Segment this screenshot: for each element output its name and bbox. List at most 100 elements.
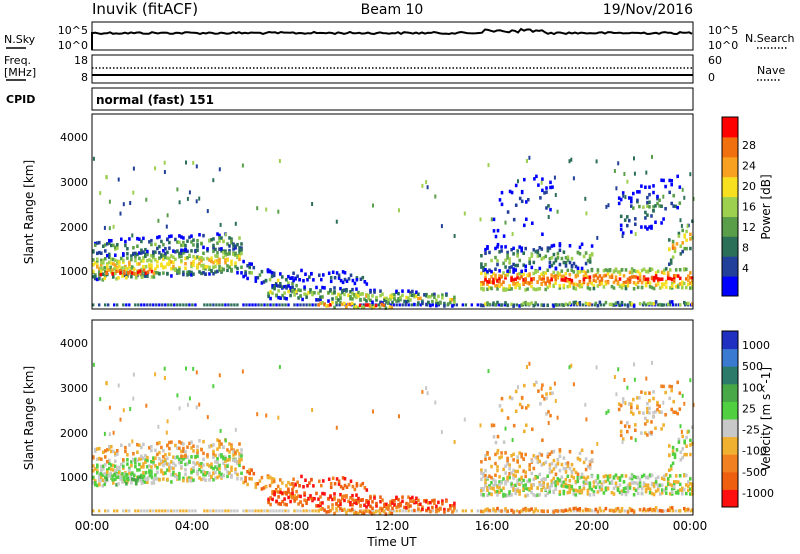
velocity-cell <box>125 509 128 513</box>
velocity-cell <box>687 488 690 493</box>
velocity-cell <box>158 441 161 445</box>
velocity-cell <box>232 449 235 454</box>
velocity-cell <box>558 468 562 473</box>
velocity-cell <box>94 479 97 483</box>
power-cell <box>256 276 260 280</box>
power-cell <box>681 187 684 192</box>
velocity-cell <box>116 467 119 471</box>
power-cell <box>94 243 97 247</box>
velocity-cell <box>142 471 145 475</box>
velocity-cell <box>568 365 571 370</box>
velocity-cell <box>618 478 622 482</box>
velocity-cell <box>392 509 395 513</box>
power-cell <box>269 296 272 301</box>
velocity-cell <box>586 488 590 492</box>
power-cell <box>134 276 138 280</box>
velocity-cell <box>349 501 352 505</box>
colorbar-swatch <box>722 156 738 178</box>
velocity-cell <box>562 466 566 471</box>
velocity-cell <box>156 466 159 470</box>
power-cell <box>222 267 225 272</box>
velocity-cell <box>598 480 602 484</box>
velocity-cell <box>538 452 542 456</box>
velocity-cell <box>219 428 222 433</box>
velocity-cell <box>182 457 185 461</box>
velocity-cell <box>683 452 686 457</box>
power-cell <box>276 278 280 283</box>
power-cell <box>292 278 295 283</box>
colorbar-swatch <box>722 256 738 277</box>
power-cell <box>484 247 487 252</box>
power-cell <box>110 261 113 265</box>
velocity-cell <box>518 451 521 455</box>
velocity-cell <box>590 509 594 513</box>
velocity-cell <box>605 410 608 415</box>
velocity-cell <box>168 440 171 445</box>
velocity-cell <box>668 444 671 448</box>
velocity-cell <box>506 416 510 420</box>
velocity-cell <box>514 389 518 394</box>
power-cell <box>595 159 598 164</box>
power-cell <box>152 250 155 254</box>
power-cell <box>291 289 294 294</box>
power-cell <box>554 281 557 285</box>
velocity-cell <box>164 471 167 475</box>
velocity-cell <box>390 511 394 516</box>
power-cell <box>170 267 173 271</box>
velocity-cell <box>630 410 633 414</box>
velocity-cell <box>218 453 221 457</box>
power-cell <box>556 273 560 278</box>
power-cell <box>174 257 177 262</box>
power-cell <box>556 271 560 275</box>
velocity-cell <box>636 404 639 409</box>
velocity-cell <box>104 509 107 513</box>
velocity-cell <box>681 492 684 496</box>
power-cell <box>118 260 121 264</box>
velocity-cell <box>150 460 153 464</box>
velocity-cell <box>632 481 636 485</box>
velocity-cell <box>383 504 386 508</box>
velocity-cell <box>224 457 227 461</box>
power-cell <box>190 273 193 277</box>
power-cell <box>230 241 233 245</box>
velocity-cell <box>228 442 231 446</box>
power-cell <box>510 265 513 269</box>
power-cell <box>133 267 136 272</box>
power-cell <box>222 255 225 260</box>
power-cell <box>590 268 594 273</box>
power-cell <box>152 275 156 279</box>
power-cell <box>369 290 372 294</box>
power-cell <box>618 277 622 281</box>
power-cell <box>106 242 109 246</box>
power-cell <box>623 303 627 307</box>
power-cell <box>558 262 562 267</box>
velocity-cell <box>606 478 610 482</box>
power-cell <box>613 169 616 173</box>
velocity-cell <box>644 431 647 435</box>
power-cell <box>528 272 531 276</box>
velocity-cell <box>399 501 402 506</box>
power-cell <box>329 275 333 280</box>
power-cell <box>401 293 404 298</box>
velocity-cell <box>508 475 511 480</box>
velocity-cell <box>506 479 509 483</box>
velocity-cell <box>168 465 171 469</box>
velocity-cell <box>674 491 678 495</box>
velocity-cell <box>248 471 251 476</box>
velocity-cell <box>510 454 513 458</box>
velocity-cell <box>313 497 316 501</box>
power-cell <box>178 234 181 238</box>
velocity-cell <box>421 505 424 509</box>
colorbar-tick-label: 100 <box>742 381 763 394</box>
power-cell <box>650 275 654 280</box>
power-cell <box>572 300 576 305</box>
power-cell <box>158 235 161 239</box>
velocity-cell <box>574 493 578 497</box>
velocity-cell <box>676 491 680 495</box>
velocity-cell <box>319 501 322 505</box>
power-cell <box>178 200 181 205</box>
velocity-cell <box>620 489 624 493</box>
velocity-cell <box>246 470 249 474</box>
power-cell <box>560 274 564 279</box>
power-cell <box>524 303 528 307</box>
